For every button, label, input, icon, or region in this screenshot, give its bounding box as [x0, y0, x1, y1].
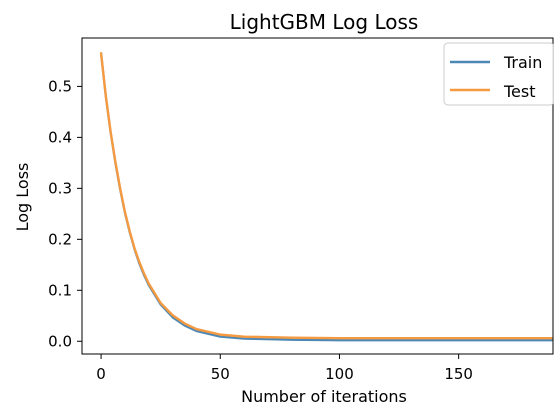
y-tick-label: 0.2 [48, 230, 72, 248]
y-ticks: 0.0 0.1 0.2 0.3 0.4 0.5 [48, 77, 82, 350]
x-ticks: 0 50 100 150 [96, 354, 473, 383]
y-tick-label: 0.5 [48, 77, 72, 95]
x-tick-label: 100 [325, 365, 354, 383]
legend: Train Test [443, 42, 554, 106]
y-axis-label: Log Loss [13, 163, 32, 232]
plot-frame [81, 37, 554, 355]
series-layer [99, 52, 553, 342]
legend-label-test: Test [503, 82, 536, 101]
plot-area: 0 50 100 150 0.0 0.1 0.2 0.3 0.4 0.5 [48, 37, 554, 383]
x-axis-label: Number of iterations [241, 387, 407, 406]
series-line-test [99, 52, 553, 340]
y-tick-label: 0.0 [48, 332, 72, 350]
y-tick-label: 0.1 [48, 281, 72, 299]
legend-label-train: Train [503, 53, 542, 72]
y-tick-label: 0.4 [48, 128, 72, 146]
x-tick-label: 150 [444, 365, 473, 383]
x-tick-label: 0 [96, 365, 106, 383]
x-tick-label: 50 [211, 365, 230, 383]
y-tick-label: 0.3 [48, 179, 72, 197]
chart-title: LightGBM Log Loss [230, 10, 419, 34]
